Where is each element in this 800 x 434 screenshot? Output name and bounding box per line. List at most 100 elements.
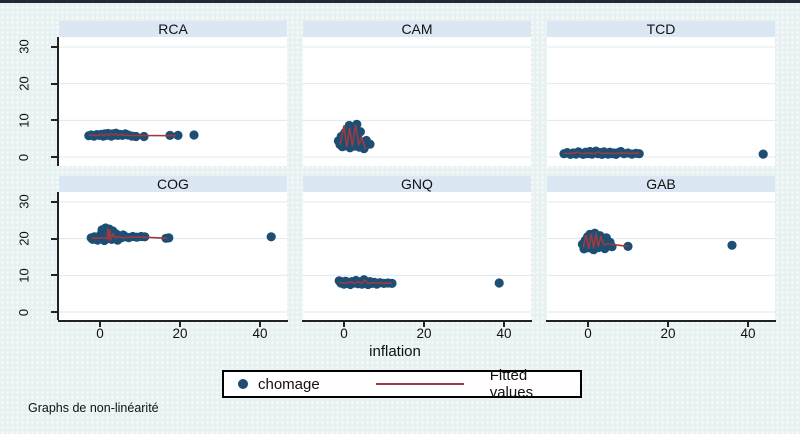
x-tick-mark [747, 322, 749, 327]
y-tick-label: 0 [14, 143, 34, 171]
plot-area [59, 192, 287, 320]
subplot-cog: COG [59, 176, 287, 320]
x-axis-line [302, 320, 532, 322]
scatter-svg [547, 46, 775, 159]
x-tick-mark [343, 322, 345, 327]
scatter-point [355, 127, 365, 137]
y-tick-text: 30 [16, 194, 32, 210]
x-tick-label: 20 [416, 326, 432, 341]
scatter-points [333, 119, 375, 154]
scatter-point [131, 131, 141, 142]
fitted-line-icon [375, 383, 464, 385]
subplot-cam: CAM [303, 21, 531, 166]
scatter-point [365, 139, 375, 149]
x-axis-title: inflation [369, 343, 421, 360]
x-axis-line [58, 320, 288, 322]
y-tick-mark [51, 45, 57, 48]
scatter-svg [547, 201, 775, 313]
x-tick-label: 0 [584, 326, 592, 341]
x-tick-mark [179, 322, 181, 327]
legend-box: chomage Fitted values [222, 367, 582, 401]
scatter-svg [303, 46, 531, 158]
y-tick-label: 20 [14, 70, 34, 98]
x-tick-label: 0 [96, 326, 104, 341]
x-tick-label: 0 [340, 326, 348, 341]
scatter-svg [59, 46, 287, 158]
scatter-point [164, 233, 174, 243]
y-tick-mark [51, 311, 57, 313]
subplot-title: COG [59, 176, 287, 192]
scatter-point [173, 130, 183, 140]
subplot-gab: GAB [547, 176, 775, 320]
y-tick-label: 20 [14, 225, 34, 253]
subplot-title: RCA [59, 21, 287, 37]
x-tick-label: 20 [172, 326, 188, 341]
y-tick-text: 20 [16, 231, 32, 246]
legend-label-fitted: Fitted values [489, 367, 534, 401]
y-tick-text: 0 [16, 153, 32, 161]
y-tick-mark [51, 119, 57, 122]
x-tick-mark [587, 322, 589, 327]
x-tick-mark [259, 322, 261, 327]
subplot-title: CAM [303, 21, 531, 37]
subplot-gnq: GNQ [303, 176, 531, 320]
x-tick-label: 40 [252, 326, 268, 341]
y-tick-label: 10 [14, 106, 34, 134]
y-tick-label: 0 [14, 298, 34, 326]
subplot-title: GAB [547, 176, 775, 192]
y-tick-text: 30 [16, 39, 32, 55]
y-axis-line [57, 192, 59, 320]
scatter-point [758, 149, 768, 159]
fitted-values-line [339, 124, 367, 150]
plot-area [303, 37, 531, 166]
y-tick-label: 30 [14, 33, 34, 61]
subplot-rca: RCA [59, 21, 287, 166]
subplot-tcd: TCD [547, 21, 775, 166]
x-axis-line [546, 320, 776, 322]
plot-area [547, 192, 775, 320]
y-tick-text: 20 [16, 76, 32, 91]
plot-area [59, 37, 287, 166]
plot-area [303, 192, 531, 320]
y-tick-text: 10 [16, 268, 32, 283]
y-tick-label: 30 [14, 188, 34, 216]
fitted-values-line [91, 227, 168, 242]
y-tick-mark [51, 200, 57, 203]
x-tick-mark [503, 322, 505, 327]
scatter-svg [59, 201, 287, 313]
y-tick-mark [51, 274, 57, 277]
y-tick-label: 10 [14, 261, 34, 289]
y-axis-line [57, 37, 59, 166]
scatter-svg [303, 201, 531, 313]
subplot-title: GNQ [303, 176, 531, 192]
scatter-points [577, 228, 737, 255]
scatter-point [189, 130, 199, 140]
subplot-title: TCD [547, 21, 775, 37]
fitted-values-line [563, 151, 640, 155]
y-tick-mark [51, 237, 57, 240]
y-tick-text: 10 [16, 113, 32, 128]
x-tick-mark [667, 322, 669, 327]
scatter-marker-icon [238, 379, 248, 389]
scatter-point [494, 278, 504, 288]
legend-label-chomage: chomage [258, 375, 320, 393]
fitted-values-line [582, 232, 629, 250]
y-tick-mark [51, 82, 57, 85]
scatter-points [86, 223, 276, 246]
scatter-point [139, 131, 149, 142]
x-tick-mark [99, 322, 101, 327]
scatter-point [387, 278, 397, 288]
x-tick-label: 40 [496, 326, 512, 341]
y-tick-text: 0 [16, 308, 32, 316]
plot-area [547, 37, 775, 166]
graph-caption: Graphs de non-linéarité [28, 401, 159, 415]
x-tick-mark [423, 322, 425, 327]
x-tick-label: 20 [660, 326, 676, 341]
window-top-border [0, 0, 800, 3]
scatter-point [266, 232, 276, 242]
scatter-point [727, 240, 737, 250]
x-tick-label: 40 [740, 326, 756, 341]
y-tick-mark [51, 156, 57, 158]
fitted-values-line [339, 278, 393, 285]
